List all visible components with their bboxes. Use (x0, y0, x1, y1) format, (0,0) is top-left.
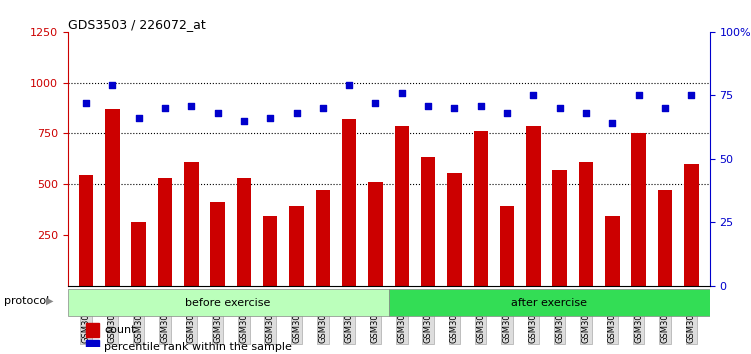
Bar (263, 216, 277, 286)
Bar (210, 201, 225, 286)
Bar (684, 164, 698, 286)
Bar (658, 190, 672, 286)
Point (422, 103, 434, 108)
Point (159, 105, 171, 111)
Point (501, 110, 513, 116)
Bar (368, 182, 383, 286)
Point (238, 118, 250, 124)
Text: GDS3503 / 226072_at: GDS3503 / 226072_at (68, 18, 205, 31)
Point (685, 92, 697, 98)
Bar (342, 119, 357, 286)
Bar (237, 178, 251, 286)
Bar (79, 175, 93, 286)
Bar (86, 340, 99, 354)
Bar (579, 162, 593, 286)
Bar (474, 131, 488, 286)
Point (317, 105, 329, 111)
Point (80, 100, 92, 106)
Bar (184, 162, 198, 286)
Point (133, 115, 145, 121)
Text: count: count (104, 325, 136, 335)
Point (185, 103, 198, 108)
Bar (289, 206, 303, 286)
Bar (394, 126, 409, 286)
Point (107, 82, 119, 88)
Text: percentile rank within the sample: percentile rank within the sample (104, 342, 292, 352)
Point (527, 92, 539, 98)
Text: before exercise: before exercise (185, 298, 271, 308)
Bar (632, 133, 646, 286)
Point (264, 115, 276, 121)
Bar (131, 222, 146, 286)
Bar (553, 170, 567, 286)
Point (343, 82, 355, 88)
Bar (86, 323, 99, 337)
Point (606, 120, 618, 126)
Point (659, 105, 671, 111)
Point (475, 103, 487, 108)
Bar (605, 216, 620, 286)
Point (553, 105, 566, 111)
Bar (500, 206, 514, 286)
Point (212, 110, 224, 116)
Bar (421, 157, 436, 286)
Text: ▶: ▶ (46, 296, 53, 306)
Point (369, 100, 382, 106)
Bar (526, 126, 541, 286)
Point (396, 90, 408, 96)
Point (448, 105, 460, 111)
Bar (315, 190, 330, 286)
Text: protocol: protocol (4, 296, 49, 306)
Point (291, 110, 303, 116)
FancyBboxPatch shape (68, 289, 389, 316)
Bar (105, 109, 119, 286)
Point (580, 110, 592, 116)
Bar (158, 178, 172, 286)
Point (632, 92, 644, 98)
FancyBboxPatch shape (389, 289, 710, 316)
Bar (447, 173, 462, 286)
Text: after exercise: after exercise (511, 298, 587, 308)
